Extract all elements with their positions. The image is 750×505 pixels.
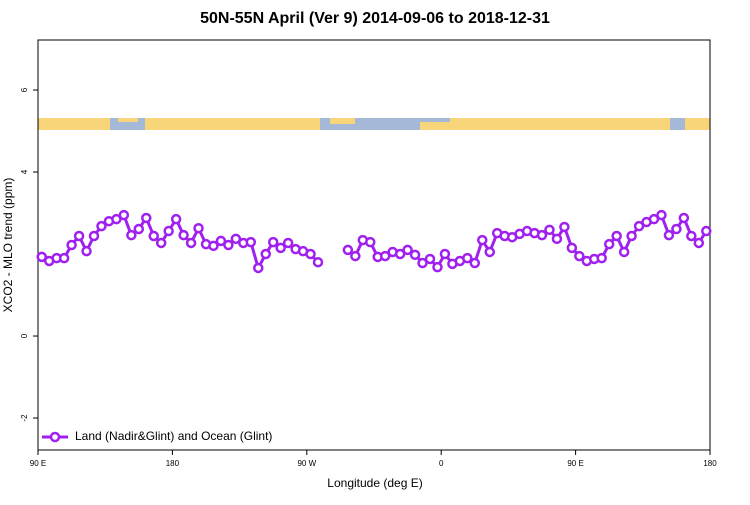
- point: [477, 234, 488, 246]
- point: [260, 248, 271, 260]
- point: [230, 233, 242, 245]
- point: [678, 212, 690, 224]
- point: [133, 223, 145, 235]
- point: [648, 213, 660, 225]
- land-band: [330, 118, 355, 124]
- x-tick-label: 90 E: [567, 459, 583, 468]
- land-band: [450, 118, 670, 130]
- point: [155, 237, 167, 249]
- point: [148, 230, 159, 242]
- point: [663, 229, 675, 241]
- point: [701, 225, 712, 237]
- legend-marker: [49, 431, 61, 443]
- point: [574, 250, 585, 262]
- x-tick-label: 90 W: [297, 459, 316, 468]
- point: [245, 236, 257, 248]
- point: [111, 213, 122, 225]
- point: [88, 230, 100, 242]
- point: [193, 222, 204, 234]
- point: [424, 253, 436, 265]
- point: [350, 250, 361, 262]
- point: [275, 242, 286, 254]
- point: [432, 261, 443, 273]
- point: [208, 240, 219, 252]
- point: [185, 237, 197, 249]
- point: [603, 238, 615, 250]
- point: [402, 244, 413, 256]
- point: [365, 236, 376, 248]
- point: [96, 220, 107, 232]
- point: [312, 256, 324, 268]
- point: [223, 239, 234, 251]
- point: [342, 244, 354, 256]
- x-tick-label: 180: [703, 459, 717, 468]
- point: [394, 248, 406, 260]
- x-tick-label: 90 E: [30, 459, 46, 468]
- point: [618, 246, 630, 258]
- y-tick-label: -2: [20, 414, 29, 422]
- y-tick-label: 6: [20, 87, 29, 92]
- point: [686, 230, 697, 242]
- point: [551, 233, 563, 245]
- point: [462, 252, 473, 264]
- point: [36, 251, 47, 263]
- land-band: [420, 122, 450, 130]
- chart-title: 50N-55N April (Ver 9) 2014-09-06 to 2018…: [200, 10, 550, 27]
- land-band: [145, 118, 320, 130]
- point: [126, 229, 137, 241]
- point: [81, 245, 92, 257]
- x-tick-label: 0: [439, 459, 444, 468]
- point: [611, 230, 622, 242]
- point: [118, 209, 130, 221]
- point: [671, 223, 682, 235]
- x-tick-label: 180: [166, 459, 180, 468]
- point: [305, 248, 316, 260]
- point: [544, 224, 555, 236]
- point: [417, 257, 428, 269]
- point: [409, 249, 421, 261]
- land-band: [685, 118, 710, 130]
- point: [215, 235, 227, 247]
- x-axis-label: Longitude (deg E): [327, 476, 422, 490]
- point: [484, 246, 495, 258]
- point: [253, 262, 264, 274]
- point: [282, 237, 294, 249]
- point: [536, 229, 548, 241]
- point: [163, 225, 174, 237]
- point: [633, 220, 645, 232]
- point: [439, 248, 451, 260]
- point: [559, 221, 570, 233]
- point: [566, 242, 578, 254]
- land-band: [38, 118, 110, 130]
- point: [66, 239, 77, 251]
- y-tick-label: 4: [20, 169, 29, 174]
- land-ocean-band: [38, 118, 710, 130]
- point: [73, 230, 85, 242]
- point: [626, 230, 637, 242]
- point: [178, 229, 189, 241]
- point: [469, 257, 481, 269]
- y-tick-label: 0: [20, 333, 29, 338]
- point: [267, 236, 279, 248]
- point: [170, 213, 182, 225]
- point: [693, 237, 705, 249]
- land-band: [118, 118, 138, 122]
- point: [379, 250, 391, 262]
- point: [656, 209, 667, 221]
- plot-frame: [37, 39, 711, 451]
- point: [141, 212, 152, 224]
- point: [596, 252, 607, 264]
- y-axis-label: XCO2 - MLO trend (ppm): [1, 178, 15, 313]
- legend-label: Land (Nadir&Glint) and Ocean (Glint): [75, 429, 272, 443]
- point: [58, 252, 70, 264]
